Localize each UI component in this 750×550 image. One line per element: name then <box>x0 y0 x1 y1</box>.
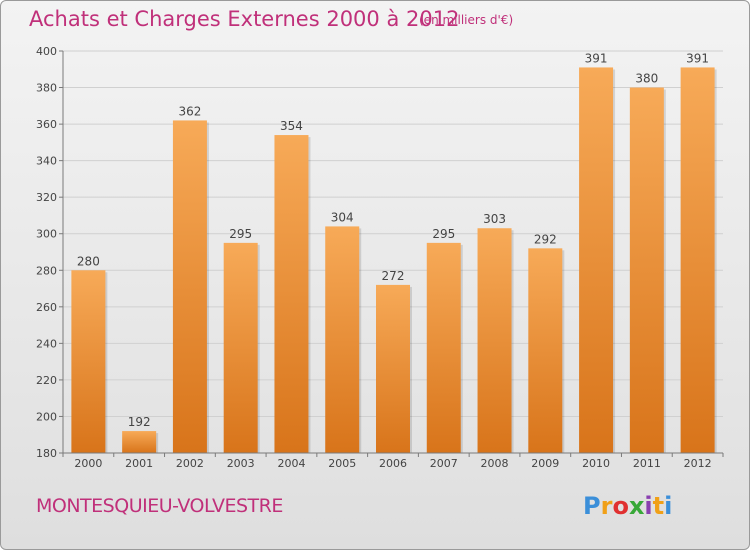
data-label: 292 <box>534 232 557 246</box>
logo-letter: t <box>652 492 665 520</box>
x-tick-label: 2010 <box>582 457 610 470</box>
bars: 280 192 362 295 354 304 272 295 303 292 391 380 391 <box>71 51 717 453</box>
bar <box>680 67 715 453</box>
y-axis: 180 200 220 240 260 280 300 320 340 360 380 400 <box>36 45 64 460</box>
x-tick-label: 2001 <box>125 457 153 470</box>
x-tick-label: 2003 <box>227 457 255 470</box>
data-label: 272 <box>382 269 405 283</box>
bar <box>376 284 410 453</box>
bar <box>477 228 512 453</box>
logo-letter: x <box>628 492 645 520</box>
bar <box>223 242 258 453</box>
y-tick-label: 280 <box>36 264 57 277</box>
y-tick-label: 200 <box>36 410 57 423</box>
y-tick-label: 360 <box>36 118 57 131</box>
y-tick-label: 400 <box>36 45 57 58</box>
y-tick-label: 260 <box>36 301 57 314</box>
bar <box>579 67 614 453</box>
x-tick-label: 2007 <box>430 457 458 470</box>
logo-letter: r <box>600 492 613 520</box>
bar <box>122 431 157 453</box>
y-tick-label: 220 <box>36 374 57 387</box>
y-tick-label: 340 <box>36 155 57 168</box>
x-tick-label: 2005 <box>328 457 356 470</box>
data-label: 391 <box>585 51 608 65</box>
y-tick-label: 300 <box>36 228 57 241</box>
x-tick-label: 2012 <box>684 457 712 470</box>
x-tick-label: 2006 <box>379 457 407 470</box>
x-tick-label: 2008 <box>481 457 509 470</box>
data-label: 280 <box>77 254 100 268</box>
x-tick-label: 2002 <box>176 457 204 470</box>
data-label: 192 <box>128 415 151 429</box>
unit-label: (en milliers d'€) <box>419 13 514 27</box>
bar <box>325 226 360 453</box>
data-label: 303 <box>483 212 506 226</box>
y-tick-label: 320 <box>36 191 57 204</box>
proxiti-logo: Proxiti <box>583 492 672 520</box>
bar <box>528 248 563 453</box>
y-tick-label: 380 <box>36 82 57 95</box>
bar <box>629 87 664 453</box>
x-axis: 2000 2001 2002 2003 2004 2005 2006 2007 2008 2009… <box>62 452 724 470</box>
logo-letter: P <box>583 492 601 520</box>
commune-name: MONTESQUIEU-VOLVESTRE <box>36 495 283 517</box>
x-tick-label: 2009 <box>531 457 559 470</box>
bar <box>426 242 461 453</box>
logo-letter: i <box>644 492 653 520</box>
bar <box>71 270 106 453</box>
data-label: 362 <box>178 104 201 118</box>
data-label: 295 <box>432 227 455 241</box>
x-tick-label: 2011 <box>633 457 661 470</box>
y-tick-label: 180 <box>36 447 57 460</box>
x-tick-label: 2004 <box>277 457 305 470</box>
bar <box>172 120 207 453</box>
data-label: 380 <box>635 72 658 86</box>
logo-letter: o <box>612 492 629 520</box>
data-label: 354 <box>280 119 303 133</box>
data-label: 391 <box>686 51 709 65</box>
y-tick-label: 240 <box>36 337 57 350</box>
chart-title: Achats et Charges Externes 2000 à 2012 <box>29 7 460 31</box>
logo-letter: i <box>664 492 673 520</box>
bar <box>274 135 309 453</box>
x-tick-label: 2000 <box>74 457 102 470</box>
data-label: 304 <box>331 210 354 224</box>
data-label: 295 <box>229 227 252 241</box>
